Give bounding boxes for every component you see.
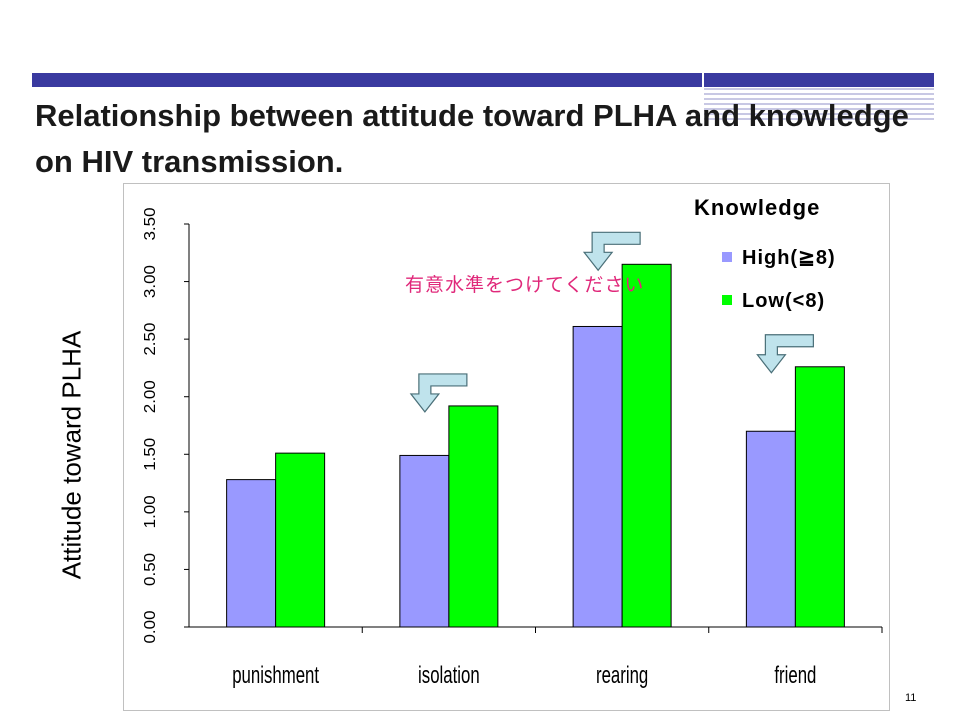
y-tick-label: 1.50 — [142, 438, 159, 471]
header-accent-bar — [32, 73, 702, 87]
x-tick-label: isolation — [418, 662, 480, 689]
page-number: 11 — [905, 692, 917, 704]
legend-item-high: High(≧8) — [722, 245, 836, 270]
legend-item-low: Low(<8) — [722, 290, 825, 313]
legend-title: Knowledge — [694, 195, 821, 220]
slide-title: Relationship between attitude toward PLH… — [35, 98, 909, 179]
x-tick-label: friend — [774, 662, 816, 689]
legend: Knowledge High(≧8) Low(<8) — [690, 190, 888, 330]
bar-low — [621, 263, 672, 628]
bar-low — [794, 366, 845, 628]
bar-chart: 0.00 0.50 1.00 1.50 2.00 2.50 3.00 3.50 punishme… — [142, 207, 883, 689]
bar-low — [448, 405, 499, 628]
x-tick-label: punishment — [232, 662, 319, 689]
bent-arrow-down-left-icon — [409, 373, 468, 413]
legend-swatch-high — [722, 252, 732, 262]
legend-label-high: High(≧8) — [742, 247, 836, 269]
significance-note: 有意水準をつけてください — [405, 275, 645, 296]
legend-label-low: Low(<8) — [742, 290, 826, 312]
y-tick-label: 0.50 — [142, 553, 159, 586]
header-accent-bar-right — [704, 73, 934, 87]
bar-high — [226, 479, 277, 628]
bent-arrow-down-left-icon — [756, 334, 814, 374]
y-tick-label: 2.00 — [142, 380, 159, 413]
bent-arrow-down-left-icon — [582, 231, 641, 272]
bar-high — [399, 454, 450, 628]
bar-low — [275, 452, 326, 628]
bar-high — [745, 430, 796, 628]
x-tick-label: rearing — [596, 662, 648, 689]
y-tick-label: 3.00 — [142, 265, 159, 298]
y-tick-label: 2.50 — [142, 323, 159, 356]
legend-swatch-low — [722, 295, 732, 305]
y-tick-label: 0.00 — [142, 610, 159, 643]
y-tick-label: 3.50 — [142, 207, 159, 240]
bar-high — [572, 325, 623, 628]
y-axis-label: Attitude toward PLHA — [56, 330, 87, 580]
y-tick-label: 1.00 — [142, 495, 159, 528]
